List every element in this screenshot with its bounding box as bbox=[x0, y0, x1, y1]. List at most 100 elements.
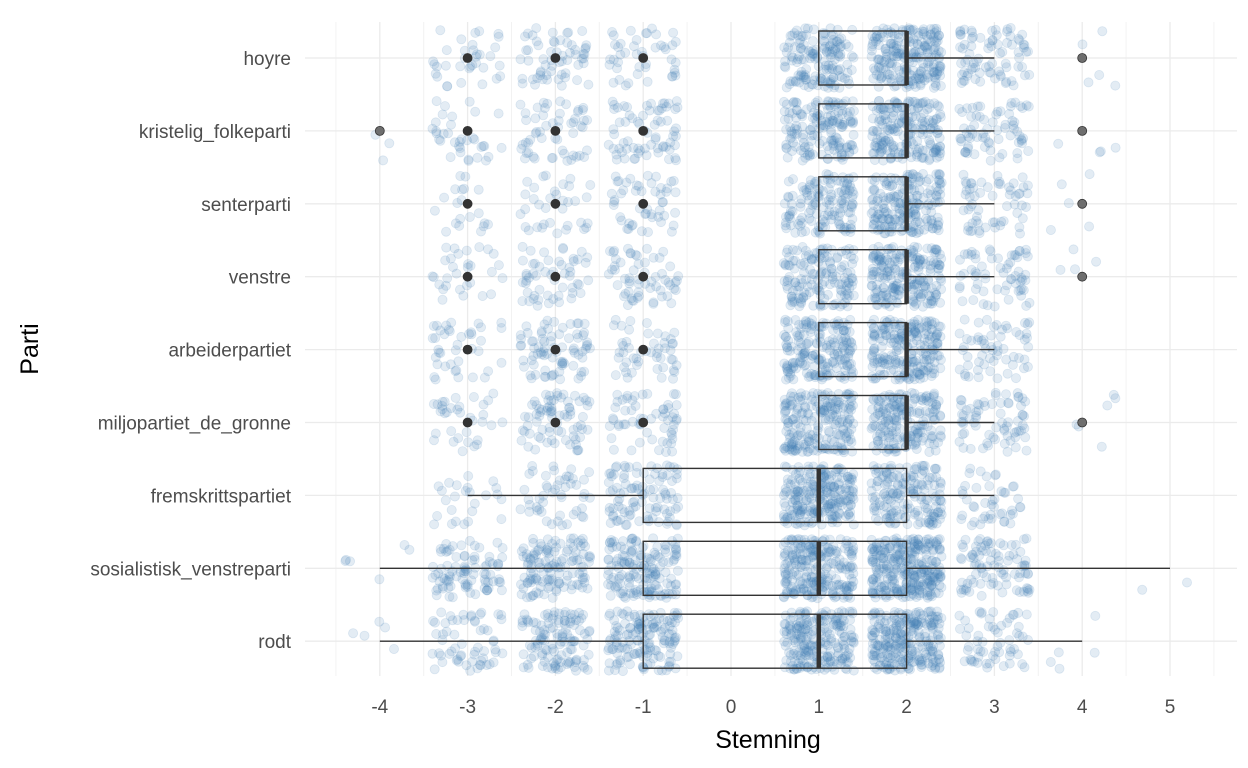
jitter-point bbox=[879, 221, 890, 232]
jitter-point bbox=[914, 588, 925, 599]
jitter-point bbox=[962, 103, 973, 114]
jitter-point bbox=[827, 38, 838, 49]
jitter-point bbox=[793, 430, 804, 441]
jitter-point bbox=[431, 96, 442, 107]
jitter-point bbox=[463, 470, 474, 481]
jitter-point bbox=[563, 196, 574, 207]
jitter-point bbox=[915, 78, 926, 89]
jitter-point bbox=[880, 299, 891, 310]
jitter-point bbox=[923, 174, 934, 185]
jitter-point bbox=[671, 400, 682, 411]
jitter-point bbox=[1019, 534, 1030, 545]
jitter-point bbox=[929, 23, 940, 34]
jitter-point bbox=[801, 29, 812, 40]
jitter-point bbox=[960, 480, 971, 491]
jitter-point bbox=[603, 477, 614, 488]
jitter-point bbox=[807, 350, 818, 361]
jitter-point bbox=[912, 242, 923, 253]
jitter-point bbox=[931, 23, 942, 34]
jitter-point bbox=[880, 44, 891, 55]
jitter-point bbox=[836, 41, 847, 52]
jitter-point bbox=[808, 461, 819, 472]
jitter-point bbox=[824, 64, 835, 75]
jitter-point bbox=[780, 483, 791, 494]
jitter-point bbox=[935, 363, 946, 374]
jitter-point bbox=[657, 471, 668, 482]
jitter-point bbox=[870, 65, 881, 76]
jitter-point bbox=[463, 516, 474, 527]
jitter-point bbox=[959, 75, 970, 86]
jitter-point bbox=[922, 73, 933, 84]
jitter-point bbox=[798, 70, 809, 81]
jitter-point bbox=[910, 81, 921, 92]
jitter-point bbox=[874, 116, 885, 127]
jitter-point bbox=[570, 390, 581, 401]
jitter-point bbox=[1010, 442, 1021, 453]
jitter-point bbox=[833, 428, 844, 439]
jitter-point bbox=[399, 540, 410, 551]
jitter-point bbox=[530, 444, 541, 455]
jitter-point bbox=[875, 500, 886, 511]
jitter-point bbox=[642, 243, 653, 254]
jitter-point bbox=[842, 561, 853, 572]
jitter-point bbox=[885, 73, 896, 84]
jitter-point bbox=[648, 297, 659, 308]
jitter-point bbox=[923, 541, 934, 552]
jitter-point bbox=[846, 65, 857, 76]
jitter-point bbox=[671, 469, 682, 480]
jitter-point bbox=[881, 51, 892, 62]
jitter-point bbox=[911, 144, 922, 155]
jitter-point bbox=[522, 287, 533, 298]
jitter-point bbox=[655, 116, 666, 127]
jitter-point bbox=[794, 51, 805, 62]
jitter-point bbox=[929, 35, 940, 46]
jitter-point bbox=[639, 488, 650, 499]
jitter-point bbox=[830, 492, 841, 503]
jitter-point bbox=[788, 414, 799, 425]
jitter-point bbox=[617, 147, 628, 158]
jitter-point bbox=[1110, 80, 1121, 91]
jitter-point bbox=[792, 500, 803, 511]
jitter-point bbox=[825, 76, 836, 87]
jitter-point bbox=[1023, 145, 1034, 156]
jitter-point bbox=[832, 117, 843, 128]
jitter-point bbox=[871, 445, 882, 456]
jitter-point bbox=[449, 243, 460, 254]
jitter-point bbox=[471, 439, 482, 450]
jitter-point bbox=[1002, 24, 1013, 35]
jitter-point bbox=[1008, 481, 1019, 492]
jitter-point bbox=[882, 48, 893, 59]
jitter-point bbox=[884, 323, 895, 334]
jitter-point bbox=[913, 534, 924, 545]
jitter-point bbox=[922, 47, 933, 58]
jitter-point bbox=[914, 68, 925, 79]
jitter-point bbox=[979, 114, 990, 125]
jitter-point bbox=[883, 192, 894, 203]
jitter-point bbox=[931, 37, 942, 48]
jitter-point bbox=[821, 46, 832, 57]
jitter-point bbox=[1000, 285, 1011, 296]
jitter-point bbox=[449, 491, 460, 502]
jitter-point bbox=[1002, 368, 1013, 379]
jitter-point bbox=[795, 34, 806, 45]
jitter-point bbox=[846, 548, 857, 559]
jitter-point bbox=[873, 54, 884, 65]
jitter-point bbox=[991, 319, 1002, 330]
jitter-point bbox=[935, 81, 946, 92]
jitter-point bbox=[935, 70, 946, 81]
jitter-point bbox=[846, 337, 857, 348]
jitter-point bbox=[987, 58, 998, 69]
jitter-point bbox=[978, 286, 989, 297]
jitter-point bbox=[966, 246, 977, 257]
jitter-point bbox=[842, 59, 853, 70]
jitter-point bbox=[929, 72, 940, 83]
jitter-point bbox=[519, 484, 530, 495]
jitter-point bbox=[838, 202, 849, 213]
jitter-point bbox=[842, 418, 853, 429]
jitter-point bbox=[1007, 39, 1018, 50]
jitter-point bbox=[820, 413, 831, 424]
jitter-point bbox=[661, 141, 672, 152]
jitter-point bbox=[828, 44, 839, 55]
jitter-point bbox=[549, 186, 560, 197]
jitter-point bbox=[611, 482, 622, 493]
